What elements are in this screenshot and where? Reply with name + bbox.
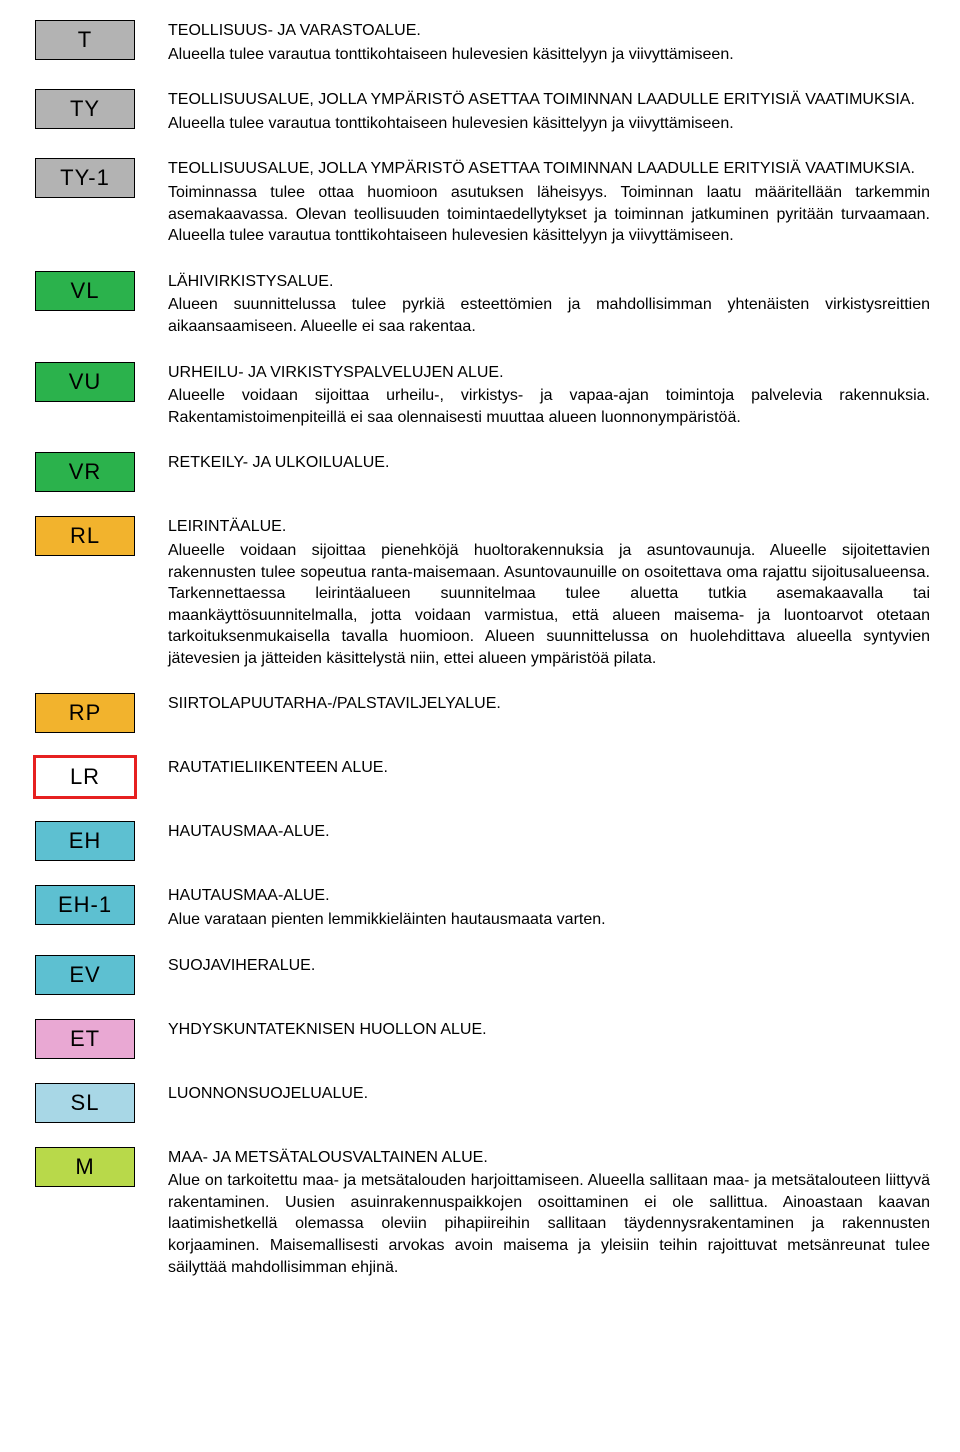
item-title: HAUTAUSMAA-ALUE. xyxy=(168,885,930,907)
legend-row: TY-1 TEOLLISUUSALUE, JOLLA YMPÄRISTÖ ASET… xyxy=(30,158,930,246)
symbol-wrap: TY xyxy=(30,89,140,129)
symbol-box: ET xyxy=(35,1019,135,1059)
symbol-box: EH xyxy=(35,821,135,861)
symbol-box: VU xyxy=(35,362,135,402)
legend-list: TTEOLLISUUS- JA VARASTOALUE.Alueella tul… xyxy=(30,20,930,1278)
symbol-wrap: TY-1 xyxy=(30,158,140,198)
symbol-box: M xyxy=(35,1147,135,1187)
symbol-wrap: M xyxy=(30,1147,140,1187)
text-wrap: TEOLLISUUSALUE, JOLLA YMPÄRISTÖ ASETTAA … xyxy=(140,158,930,246)
legend-row: TTEOLLISUUS- JA VARASTOALUE.Alueella tul… xyxy=(30,20,930,65)
item-description: Alueella tulee varautua tonttikohtaiseen… xyxy=(168,44,930,66)
text-wrap: URHEILU- JA VIRKISTYSPALVELUJEN ALUE.Alu… xyxy=(140,362,930,429)
symbol-box: VR xyxy=(35,452,135,492)
item-title: RETKEILY- JA ULKOILUALUE. xyxy=(168,452,930,474)
item-title: TEOLLISUUS- JA VARASTOALUE. xyxy=(168,20,930,42)
symbol-wrap: RP xyxy=(30,693,140,733)
item-title: TEOLLISUUSALUE, JOLLA YMPÄRISTÖ ASETTAA … xyxy=(168,158,930,180)
symbol-box: RP xyxy=(35,693,135,733)
text-wrap: LEIRINTÄALUE.Alueelle voidaan sijoittaa … xyxy=(140,516,930,669)
legend-row: EV SUOJAVIHERALUE. xyxy=(30,955,930,995)
item-title: YHDYSKUNTATEKNISEN HUOLLON ALUE. xyxy=(168,1019,930,1041)
text-wrap: RAUTATIELIIKENTEEN ALUE. xyxy=(140,757,930,781)
legend-row: RP SIIRTOLAPUUTARHA-/PALSTAVILJELYALUE. xyxy=(30,693,930,733)
item-description: Alueella tulee varautua tonttikohtaiseen… xyxy=(168,113,930,135)
text-wrap: HAUTAUSMAA-ALUE.Alue varataan pienten le… xyxy=(140,885,930,930)
item-description: Alue varataan pienten lemmikkieläinten h… xyxy=(168,909,930,931)
symbol-box: LR xyxy=(35,757,135,797)
legend-row: VUURHEILU- JA VIRKISTYSPALVELUJEN ALUE.A… xyxy=(30,362,930,429)
item-title: MAA- JA METSÄTALOUSVALTAINEN ALUE. xyxy=(168,1147,930,1169)
symbol-wrap: VR xyxy=(30,452,140,492)
text-wrap: SIIRTOLAPUUTARHA-/PALSTAVILJELYALUE. xyxy=(140,693,930,717)
legend-row: EH-1HAUTAUSMAA-ALUE.Alue varataan piente… xyxy=(30,885,930,930)
text-wrap: MAA- JA METSÄTALOUSVALTAINEN ALUE.Alue o… xyxy=(140,1147,930,1279)
text-wrap: YHDYSKUNTATEKNISEN HUOLLON ALUE. xyxy=(140,1019,930,1043)
item-description: Alueen suunnittelussa tulee pyrkiä estee… xyxy=(168,294,930,337)
item-title: LEIRINTÄALUE. xyxy=(168,516,930,538)
item-description: Toiminnassa tulee ottaa huomioon asutuks… xyxy=(168,182,930,247)
legend-row: VLLÄHIVIRKISTYSALUE.Alueen suunnitteluss… xyxy=(30,271,930,338)
symbol-wrap: T xyxy=(30,20,140,60)
symbol-box: VL xyxy=(35,271,135,311)
symbol-box: RL xyxy=(35,516,135,556)
symbol-wrap: SL xyxy=(30,1083,140,1123)
legend-row: TY TEOLLISUUSALUE, JOLLA YMPÄRISTÖ ASETTA… xyxy=(30,89,930,134)
item-title: LUONNONSUOJELUALUE. xyxy=(168,1083,930,1105)
symbol-wrap: ET xyxy=(30,1019,140,1059)
symbol-box: TY-1 xyxy=(35,158,135,198)
text-wrap: TEOLLISUUS- JA VARASTOALUE.Alueella tule… xyxy=(140,20,930,65)
symbol-wrap: EV xyxy=(30,955,140,995)
legend-row: LR RAUTATIELIIKENTEEN ALUE. xyxy=(30,757,930,797)
text-wrap: TEOLLISUUSALUE, JOLLA YMPÄRISTÖ ASETTAA … xyxy=(140,89,930,134)
text-wrap: LÄHIVIRKISTYSALUE.Alueen suunnittelussa … xyxy=(140,271,930,338)
legend-row: EH HAUTAUSMAA-ALUE. xyxy=(30,821,930,861)
legend-row: ET YHDYSKUNTATEKNISEN HUOLLON ALUE. xyxy=(30,1019,930,1059)
symbol-wrap: LR xyxy=(30,757,140,797)
item-title: SIIRTOLAPUUTARHA-/PALSTAVILJELYALUE. xyxy=(168,693,930,715)
item-description: Alueelle voidaan sijoittaa urheilu-, vir… xyxy=(168,385,930,428)
symbol-box: T xyxy=(35,20,135,60)
symbol-wrap: EH-1 xyxy=(30,885,140,925)
item-description: Alueelle voidaan sijoittaa pienehköjä hu… xyxy=(168,540,930,670)
symbol-wrap: VU xyxy=(30,362,140,402)
symbol-box: EV xyxy=(35,955,135,995)
item-title: SUOJAVIHERALUE. xyxy=(168,955,930,977)
symbol-box: SL xyxy=(35,1083,135,1123)
symbol-box: EH-1 xyxy=(35,885,135,925)
item-title: HAUTAUSMAA-ALUE. xyxy=(168,821,930,843)
text-wrap: LUONNONSUOJELUALUE. xyxy=(140,1083,930,1107)
symbol-box: TY xyxy=(35,89,135,129)
legend-row: RLLEIRINTÄALUE.Alueelle voidaan sijoitta… xyxy=(30,516,930,669)
item-title: LÄHIVIRKISTYSALUE. xyxy=(168,271,930,293)
item-description: Alue on tarkoitettu maa- ja metsätaloude… xyxy=(168,1170,930,1278)
symbol-wrap: RL xyxy=(30,516,140,556)
text-wrap: SUOJAVIHERALUE. xyxy=(140,955,930,979)
item-title: RAUTATIELIIKENTEEN ALUE. xyxy=(168,757,930,779)
symbol-wrap: EH xyxy=(30,821,140,861)
legend-row: SL LUONNONSUOJELUALUE. xyxy=(30,1083,930,1123)
symbol-wrap: VL xyxy=(30,271,140,311)
item-title: TEOLLISUUSALUE, JOLLA YMPÄRISTÖ ASETTAA … xyxy=(168,89,930,111)
text-wrap: HAUTAUSMAA-ALUE. xyxy=(140,821,930,845)
legend-row: VR RETKEILY- JA ULKOILUALUE. xyxy=(30,452,930,492)
text-wrap: RETKEILY- JA ULKOILUALUE. xyxy=(140,452,930,476)
legend-row: MMAA- JA METSÄTALOUSVALTAINEN ALUE.Alue … xyxy=(30,1147,930,1279)
item-title: URHEILU- JA VIRKISTYSPALVELUJEN ALUE. xyxy=(168,362,930,384)
